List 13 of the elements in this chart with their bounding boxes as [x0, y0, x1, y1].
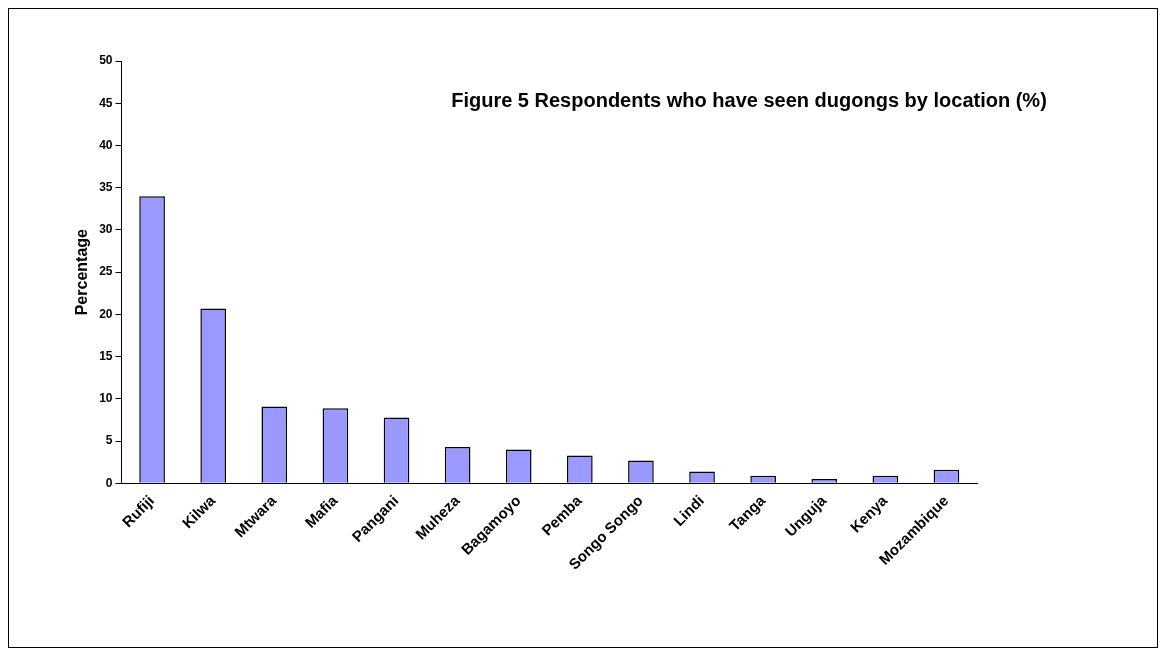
y-tick-label: 50 — [99, 53, 113, 68]
text: Figure 5 Respondents who have seen dugongs by location (%) — [451, 88, 1047, 111]
y-tick-label: 15 — [99, 348, 113, 363]
y-axis-title: Percentage — [73, 228, 91, 316]
y-tick-label: 30 — [99, 222, 113, 237]
y-tick-label: 45 — [99, 95, 113, 110]
y-tick-label: 10 — [99, 391, 113, 406]
y-tick-label: 20 — [99, 306, 113, 321]
y-tick-label: 35 — [99, 180, 113, 195]
y-tick-label: 0 — [105, 475, 113, 490]
y-tick-label: 25 — [99, 264, 113, 279]
y-tick-label: 5 — [105, 433, 113, 448]
y-tick-label: 40 — [99, 137, 113, 152]
